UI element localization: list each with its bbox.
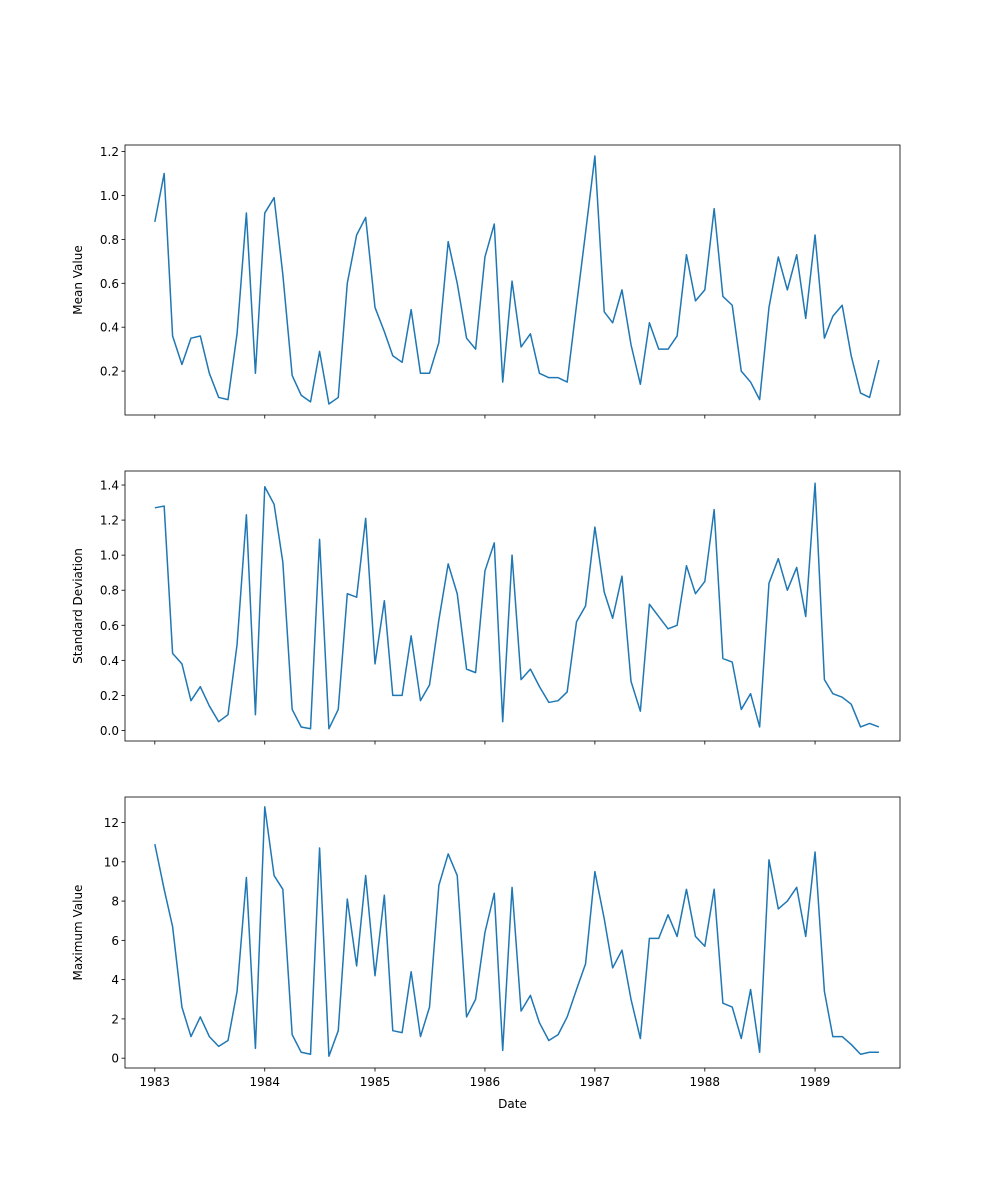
y-tick-label: 0.4 [100,321,119,335]
y-tick-label: 0.4 [100,654,119,668]
y-tick-label: 1.2 [100,514,119,528]
y-axis-label: Mean Value [71,245,85,314]
y-tick-label: 12 [104,816,119,830]
axes-frame [124,796,901,1069]
x-tick-label: 1986 [470,1075,501,1089]
x-axis-label: Date [498,1097,527,1111]
axes-frame [124,470,901,742]
y-tick-label: 0.8 [100,584,119,598]
y-tick-label: 0.6 [100,277,119,291]
x-tick-label: 1985 [360,1075,391,1089]
y-tick-label: 10 [104,855,119,869]
axes-frame [124,144,901,416]
y-tick-label: 0.2 [100,365,119,379]
series-line [154,482,880,730]
y-tick-label: 0.2 [100,689,119,703]
x-tick-label: 1983 [140,1075,171,1089]
subplot-mean: 0.2 0.4 0.6 0.8 1.0 1.2 Mean Value [71,144,901,419]
x-tick-label: 1988 [690,1075,721,1089]
y-tick-label: 0.6 [100,619,119,633]
y-tick-label: 4 [111,973,119,987]
y-tick-label: 0.0 [100,724,119,738]
y-tick-label: 1.2 [100,145,119,159]
subplot-standard-deviation: 0.0 0.2 0.4 0.6 0.8 1.0 1.2 1.4 Standard Deviat… [71,470,901,745]
x-tick-label: 1987 [580,1075,611,1089]
y-tick-label: 1.4 [100,479,119,493]
series-line [154,806,879,1057]
x-tick-label: 1989 [800,1075,831,1089]
y-tick-label: 0.8 [100,233,119,247]
y-tick-label: 1.0 [100,189,119,203]
subplot-maximum: 0 2 4 6 8 10 12 1983 1984 1985 1986 1987 1988 1989 M… [71,796,901,1111]
y-tick-label: 2 [111,1012,119,1026]
y-tick-label: 0 [111,1052,119,1066]
y-axis-label: Standard Deviation [71,548,85,664]
x-tick-label: 1984 [249,1075,280,1089]
series-line [154,155,880,405]
y-tick-label: 6 [111,934,119,948]
y-tick-label: 8 [111,895,119,909]
y-tick-label: 1.0 [100,549,119,563]
y-axis-label: Maximum Value [71,885,85,981]
